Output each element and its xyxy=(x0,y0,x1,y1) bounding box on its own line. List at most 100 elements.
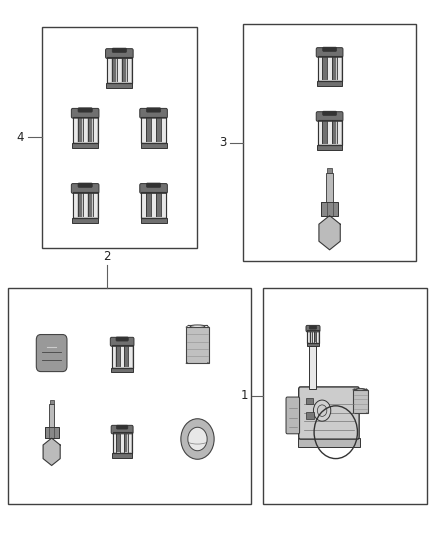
Bar xyxy=(146,118,151,142)
Ellipse shape xyxy=(190,325,205,327)
Bar xyxy=(141,143,166,148)
FancyBboxPatch shape xyxy=(140,108,167,118)
Bar xyxy=(113,433,116,452)
Bar xyxy=(326,173,333,203)
Bar xyxy=(314,332,316,342)
Circle shape xyxy=(181,419,214,459)
Bar xyxy=(318,55,342,81)
Bar xyxy=(73,193,77,217)
Bar xyxy=(318,55,342,81)
Bar xyxy=(327,168,332,173)
FancyBboxPatch shape xyxy=(286,397,300,434)
FancyBboxPatch shape xyxy=(71,183,99,193)
Bar xyxy=(124,346,128,367)
Bar xyxy=(327,120,332,144)
Bar xyxy=(298,438,360,447)
Bar xyxy=(73,192,98,218)
Bar xyxy=(78,193,82,217)
Bar xyxy=(318,119,342,145)
Bar xyxy=(322,120,327,144)
Bar xyxy=(312,332,314,342)
FancyBboxPatch shape xyxy=(316,47,343,57)
Bar xyxy=(72,143,98,148)
Bar xyxy=(117,433,120,452)
Text: 4: 4 xyxy=(16,131,24,144)
Bar xyxy=(117,58,121,82)
Bar xyxy=(112,345,133,368)
Bar xyxy=(73,118,77,142)
FancyBboxPatch shape xyxy=(306,325,320,332)
Text: 1: 1 xyxy=(240,389,248,402)
Bar xyxy=(353,390,367,414)
Bar xyxy=(243,24,416,261)
Bar xyxy=(73,117,98,143)
Bar xyxy=(337,120,341,144)
Bar xyxy=(186,327,209,364)
Bar xyxy=(317,81,342,86)
Text: 3: 3 xyxy=(219,136,226,149)
Bar xyxy=(332,120,336,144)
Bar xyxy=(317,145,342,150)
Bar xyxy=(327,56,332,80)
Polygon shape xyxy=(43,438,60,465)
Bar xyxy=(122,58,127,82)
Bar xyxy=(88,118,92,142)
Bar xyxy=(321,203,339,216)
Bar xyxy=(107,58,111,82)
Bar xyxy=(141,192,166,218)
Bar xyxy=(45,427,59,438)
Bar xyxy=(141,218,166,223)
FancyBboxPatch shape xyxy=(146,183,161,187)
Bar xyxy=(306,398,314,404)
FancyBboxPatch shape xyxy=(117,425,128,429)
FancyBboxPatch shape xyxy=(110,337,134,346)
Bar xyxy=(120,433,124,452)
Bar xyxy=(263,288,427,504)
Circle shape xyxy=(188,427,207,451)
Bar xyxy=(83,118,87,142)
Bar xyxy=(8,288,251,504)
Bar xyxy=(73,117,98,143)
Bar xyxy=(310,346,317,389)
Bar xyxy=(92,193,97,217)
Bar xyxy=(310,332,311,342)
Bar xyxy=(107,57,132,83)
Bar xyxy=(141,118,145,142)
Bar xyxy=(49,400,53,404)
Bar xyxy=(107,57,132,83)
FancyBboxPatch shape xyxy=(316,112,343,121)
Bar xyxy=(146,193,151,217)
FancyBboxPatch shape xyxy=(323,111,336,116)
Ellipse shape xyxy=(356,389,365,390)
Bar xyxy=(156,118,161,142)
Bar xyxy=(141,117,166,143)
Bar xyxy=(141,193,145,217)
Bar xyxy=(112,58,117,82)
Circle shape xyxy=(314,400,331,421)
Bar xyxy=(318,56,322,80)
Bar xyxy=(322,56,327,80)
Bar xyxy=(332,56,336,80)
Bar xyxy=(120,346,124,367)
Bar xyxy=(106,83,132,88)
Bar xyxy=(128,346,132,367)
Bar xyxy=(337,56,341,80)
Bar xyxy=(318,119,342,145)
Bar xyxy=(116,346,120,367)
FancyBboxPatch shape xyxy=(112,48,127,52)
Bar xyxy=(113,432,132,453)
FancyBboxPatch shape xyxy=(111,425,133,434)
Bar xyxy=(318,120,322,144)
Bar xyxy=(307,343,319,346)
Bar xyxy=(88,193,92,217)
Bar xyxy=(49,404,54,427)
FancyBboxPatch shape xyxy=(106,49,133,59)
Bar xyxy=(161,193,166,217)
FancyBboxPatch shape xyxy=(323,47,336,51)
Text: 2: 2 xyxy=(103,251,111,263)
FancyBboxPatch shape xyxy=(299,387,359,439)
Polygon shape xyxy=(319,216,340,250)
Bar xyxy=(156,193,161,217)
Bar xyxy=(112,453,132,458)
Bar xyxy=(307,332,309,342)
